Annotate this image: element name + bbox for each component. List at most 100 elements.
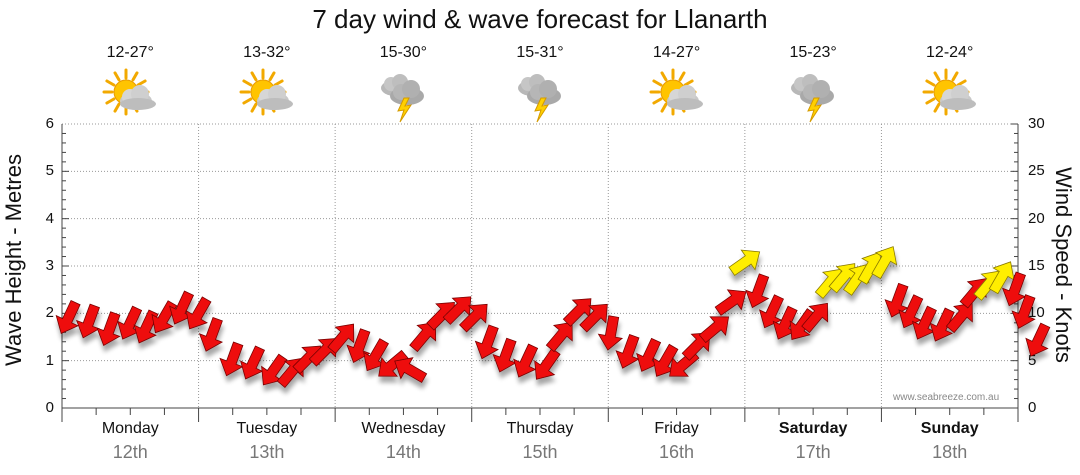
wind-arrow	[911, 305, 937, 340]
y-right-tick-label: 0	[1028, 399, 1037, 416]
wind-arrow	[728, 249, 761, 277]
wind-arrow	[945, 302, 973, 334]
wind-arrow	[884, 282, 909, 318]
wind-arrow	[579, 303, 608, 333]
sun-cloud-icon	[647, 68, 707, 124]
wind-arrow-shape	[884, 282, 909, 318]
storm-cloud-icon	[783, 68, 843, 124]
wind-arrow	[363, 338, 389, 372]
day-date-label: 13th	[249, 442, 285, 462]
wind-arrow-shape	[789, 308, 817, 340]
sun-cloud-icon	[100, 68, 160, 124]
sun-cloud-icon	[237, 68, 297, 124]
wind-arrow	[1025, 322, 1051, 357]
wind-arrow-shape	[133, 309, 159, 344]
wind-arrow	[597, 315, 624, 351]
wind-arrow-shape	[458, 303, 488, 333]
wind-arrow-shape	[534, 347, 561, 380]
wind-arrow-shape	[363, 338, 389, 372]
wind-arrow	[789, 308, 817, 340]
wind-arrow	[698, 316, 730, 344]
wind-arrow-shape	[652, 343, 679, 377]
day-temperature: 15-31°	[516, 44, 564, 61]
y-left-tick-label: 1	[45, 351, 54, 369]
wind-arrow-shape	[378, 349, 409, 377]
wind-arrow	[261, 353, 288, 386]
wind-arrow	[219, 341, 244, 377]
wind-arrow	[1001, 271, 1027, 307]
wind-arrow-shape	[597, 315, 624, 351]
wind-arrow-shape	[714, 289, 747, 316]
wind-arrow	[240, 345, 266, 380]
wind-arrow-shape	[945, 302, 973, 334]
y-left-tick-label: 5	[45, 162, 54, 180]
wind-arrow-shape	[745, 273, 770, 309]
y-left-tick-label: 6	[45, 115, 54, 132]
wind-arrow-shape	[801, 302, 829, 334]
y-left-tick-label: 3	[45, 257, 54, 274]
wind-arrow	[492, 337, 517, 373]
wind-arrow	[55, 299, 81, 334]
wind-arrow	[871, 246, 898, 280]
wind-arrow	[327, 323, 355, 354]
wind-arrow-shape	[409, 321, 437, 353]
wind-arrow	[759, 294, 785, 329]
day-temperature: 12-27°	[106, 44, 154, 61]
wind-arrow	[615, 333, 640, 369]
day-name-label: Friday	[654, 420, 699, 437]
day-date-label: 17th	[795, 442, 831, 462]
wind-arrow-shape	[198, 316, 224, 352]
wind-arrow	[714, 289, 747, 316]
day-date-label: 16th	[659, 442, 695, 462]
wind-arrow	[1011, 294, 1036, 329]
wind-arrow	[378, 349, 409, 377]
wind-arrow	[545, 321, 573, 353]
day-temperature: 14-27°	[652, 44, 701, 61]
day-name-label: Monday	[101, 420, 159, 437]
wind-arrow-shape	[562, 298, 592, 327]
wind-arrow-shape	[492, 337, 517, 373]
wind-arrow	[929, 307, 955, 342]
wind-arrow-shape	[219, 341, 244, 377]
day-temperature: 15-23°	[789, 44, 837, 61]
day-temperature: 15-30°	[379, 44, 428, 61]
wind-arrow-shape	[698, 316, 730, 344]
wind-arrow	[394, 357, 428, 383]
wind-arrow	[801, 302, 829, 334]
wind-arrow	[474, 324, 499, 360]
wind-arrow-shape	[615, 333, 640, 369]
wind-arrow-shape	[579, 303, 608, 333]
wind-arrow-shape	[1001, 271, 1027, 307]
y-right-tick-label: 30	[1028, 115, 1045, 132]
wind-arrow	[75, 303, 101, 339]
day-temperature: 13-32°	[243, 44, 291, 61]
y-right-tick-label: 20	[1028, 209, 1045, 227]
wind-arrow-shape	[898, 294, 924, 329]
day-name-label: Saturday	[778, 420, 848, 437]
y-right-tick-label: 10	[1028, 304, 1045, 322]
wind-arrow	[988, 261, 1015, 295]
y-right-tick-label: 5	[1028, 351, 1037, 369]
day-date-label: 12th	[112, 442, 148, 462]
wind-arrow-shape	[96, 311, 121, 346]
wind-arrow-shape	[929, 307, 955, 342]
wind-arrow	[745, 273, 770, 309]
wind-arrow-shape	[240, 345, 266, 380]
wind-arrow-shape	[394, 357, 428, 383]
day-temperature: 12-24°	[926, 44, 974, 61]
y-left-tick-label: 4	[45, 209, 54, 227]
day-name-label: Wednesday	[361, 420, 446, 437]
wind-arrow-shape	[759, 294, 785, 329]
wind-arrow-shape	[728, 249, 761, 277]
wind-arrow	[562, 298, 592, 327]
wind-arrow	[185, 296, 212, 330]
wind-arrow	[652, 343, 679, 377]
wind-arrow-shape	[545, 321, 573, 353]
wind-arrow-shape	[261, 353, 288, 386]
y-right-tick-label: 15	[1028, 257, 1045, 274]
wind-arrow	[133, 309, 159, 344]
wind-arrow-shape	[474, 324, 499, 360]
wind-arrow	[513, 343, 539, 378]
day-name-label: Sunday	[920, 420, 979, 437]
